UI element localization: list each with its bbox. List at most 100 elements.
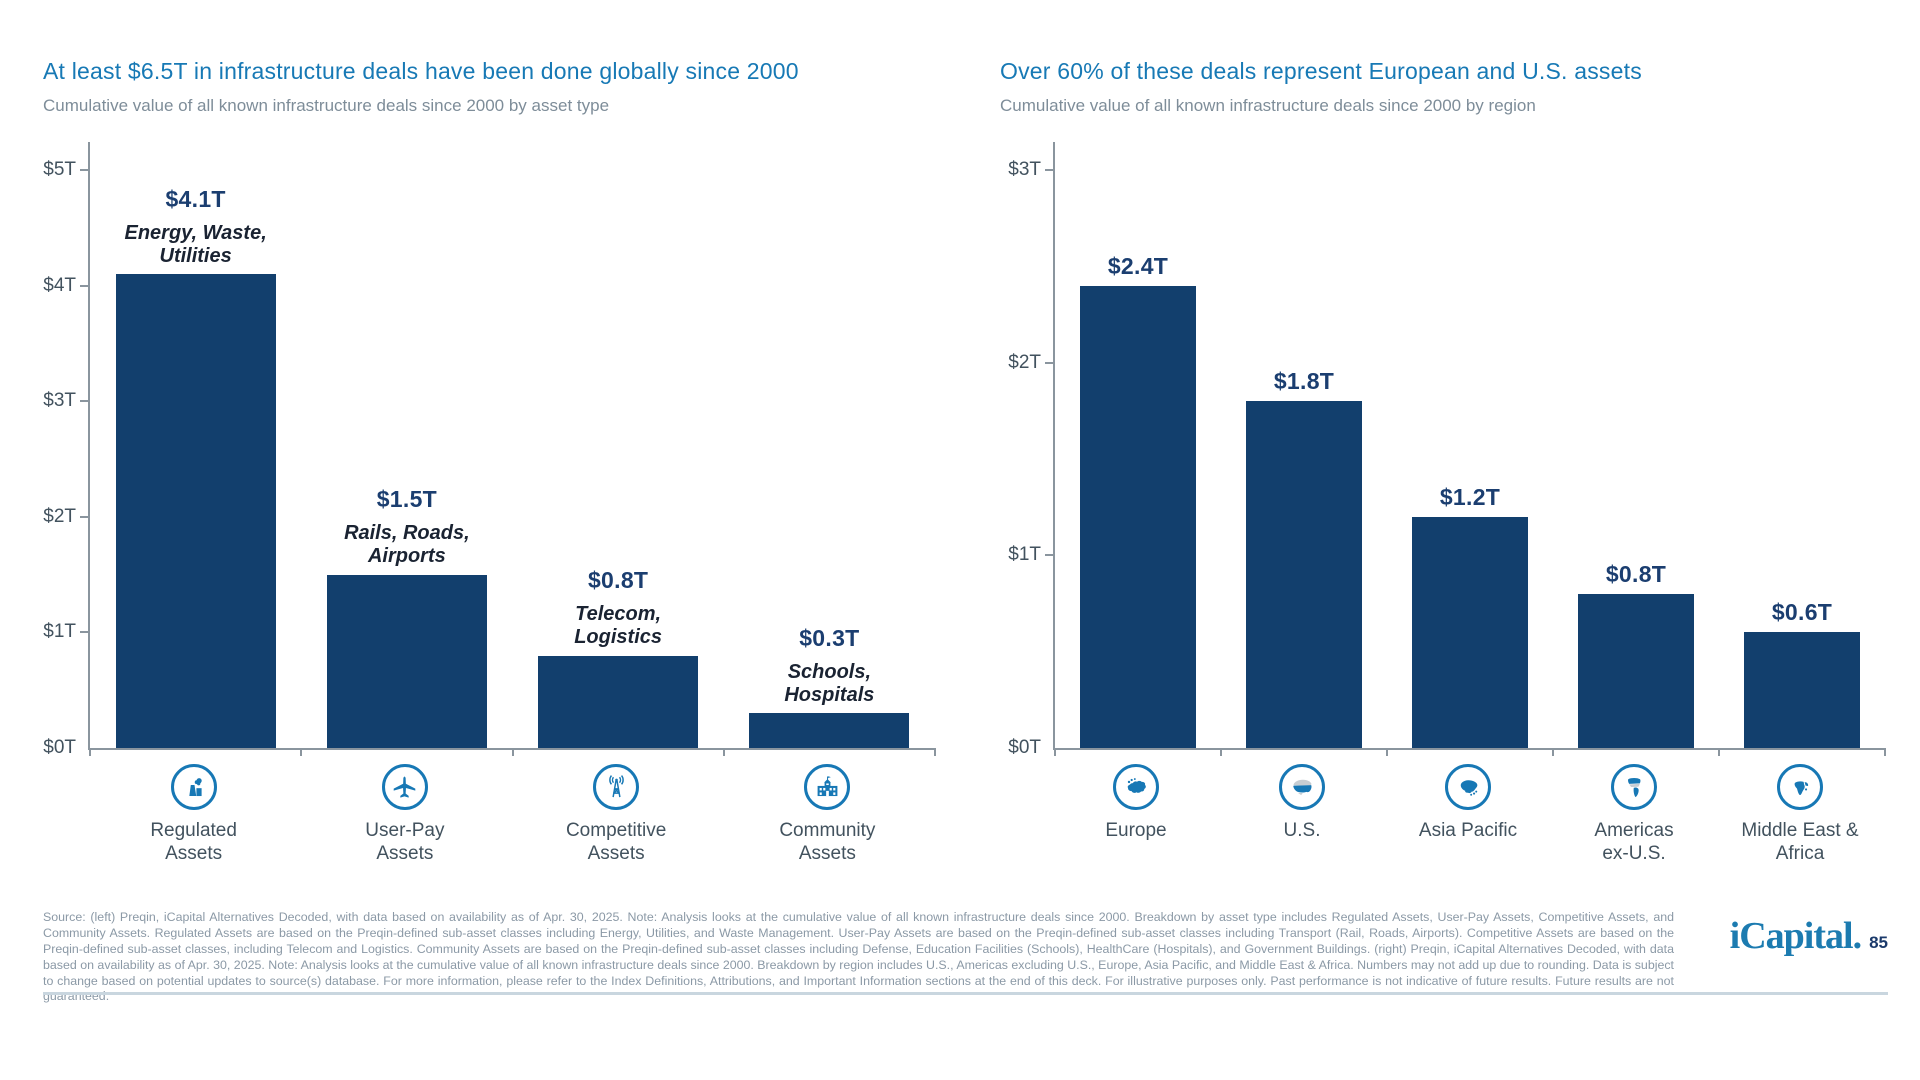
bar-label-asia-pacific: $1.2T <box>1360 484 1580 511</box>
x-tick-mark <box>1386 748 1388 756</box>
bar-label-u-s: $1.8T <box>1194 368 1414 395</box>
left-chart-title: At least $6.5T in infrastructure deals h… <box>43 58 799 84</box>
category-label-line: Assets <box>587 843 645 865</box>
footer-divider <box>43 992 1888 995</box>
middle-east-africa-map-icon <box>1777 764 1823 810</box>
category-asia-pacific: Asia Pacific <box>1385 764 1551 865</box>
power-plant-icon <box>170 764 217 810</box>
category-label-line: User-Pay <box>365 820 445 841</box>
page-number: 85 <box>1869 933 1888 952</box>
category-label-line: Regulated <box>150 820 237 841</box>
asset-type-bar-chart: $5T $4T $3T $2T $1T $0T $4.1T Energy, Waste, Uti… <box>43 142 936 865</box>
y-axis-line <box>88 142 90 170</box>
bar-label-middle-east-africa: $0.6T <box>1692 599 1912 626</box>
x-tick-mark <box>300 748 303 756</box>
bar-value-label: $0.6T <box>1771 599 1833 626</box>
category-label: U.S. <box>1284 819 1321 842</box>
left-chart-subtitle: Cumulative value of all known infrastruc… <box>43 96 610 115</box>
x-tick-mark <box>89 748 91 756</box>
y-tick-label: $1T <box>43 621 76 643</box>
x-tick-mark <box>934 748 936 756</box>
x-tick-mark <box>1718 748 1720 756</box>
category-axis: Regulated Assets User-Pay Assets Competitive… <box>88 764 933 865</box>
x-tick-mark <box>1054 748 1056 756</box>
bar-value-label: $1.8T <box>1273 368 1335 395</box>
category-label-line: ex-U.S. <box>1602 843 1666 865</box>
bar-description-line: Rails, Roads, <box>344 522 470 545</box>
bar-value-label: $1.2T <box>1439 483 1501 510</box>
region-bar-chart: $3T $2T $1T $0T $2.4T $1.8T $1.2T $0.8T $0.6T Eur… <box>1008 142 1886 865</box>
y-tick-label: $3T <box>1008 159 1041 180</box>
category-community-assets: Community Assets <box>722 764 933 865</box>
bar-value-label: $4.1T <box>165 185 226 212</box>
bar-description: Schools, Hospitals <box>719 661 939 707</box>
right-chart-header: Over 60% of these deals represent Europe… <box>1000 58 1895 116</box>
bar-value-label: $0.3T <box>799 624 860 651</box>
bar-label-americas-ex-u-s: $0.8T <box>1526 561 1746 588</box>
category-label-line: Assets <box>376 843 434 865</box>
bar-label-user-pay-assets: $1.5T Rails, Roads, Airports <box>297 486 517 568</box>
bar-description-line: Hospitals <box>784 684 875 707</box>
footer: Source: (left) Preqin, iCapital Alternat… <box>43 910 1888 1005</box>
bar-label-community-assets: $0.3T Schools, Hospitals <box>719 625 939 707</box>
category-label: Regulated Assets <box>150 819 237 865</box>
icapital-logo-text: iCapital. <box>1729 915 1862 957</box>
bar-middle-east-africa <box>1744 632 1860 748</box>
bar-competitive-assets <box>538 655 699 748</box>
bar-europe <box>1080 285 1196 748</box>
bar-description-line: Airports <box>367 545 446 568</box>
disclosure-text: Source: (left) Preqin, iCapital Alternat… <box>43 910 1674 1004</box>
category-label: Middle East & Africa <box>1741 819 1858 865</box>
europe-map-icon <box>1113 764 1159 810</box>
y-tick-mark <box>80 515 88 518</box>
category-label-line: Asia Pacific <box>1418 820 1518 841</box>
category-label-line: Africa <box>1775 843 1825 865</box>
bar-description-line: Energy, Waste, <box>124 221 267 244</box>
y-axis-line <box>1053 142 1055 170</box>
category-label-line: Competitive <box>565 820 667 841</box>
category-label: Community Assets <box>779 819 875 865</box>
x-tick-mark <box>1884 748 1886 756</box>
x-tick-mark <box>1220 748 1222 756</box>
category-americas-ex-u-s: Americas ex-U.S. <box>1551 764 1717 865</box>
y-tick-label: $3T <box>43 390 76 412</box>
bar-label-europe: $2.4T <box>1028 253 1248 280</box>
category-label-line: U.S. <box>1283 820 1321 841</box>
category-label: User-Pay Assets <box>365 819 444 865</box>
bar-value-label: $0.8T <box>1605 560 1667 587</box>
bar-asia-pacific <box>1412 516 1528 748</box>
category-label-line: Americas <box>1594 820 1674 841</box>
y-tick-mark <box>80 284 88 287</box>
bar-user-pay-assets <box>326 574 487 748</box>
bar-description-line: Telecom, <box>575 603 662 626</box>
left-chart-header: At least $6.5T in infrastructure deals h… <box>43 58 948 116</box>
y-tick-label: $1T <box>1008 544 1041 566</box>
bar-americas-ex-u-s <box>1578 593 1694 748</box>
y-tick-label: $4T <box>43 274 76 296</box>
airplane-icon <box>381 764 428 810</box>
x-tick-mark <box>1552 748 1554 756</box>
logo-period: . <box>1852 915 1862 957</box>
y-tick-label: $0T <box>43 737 76 758</box>
bar-description: Rails, Roads, Airports <box>297 522 517 568</box>
category-label: Competitive Assets <box>566 819 666 865</box>
y-tick-mark <box>80 169 88 171</box>
category-regulated-assets: Regulated Assets <box>88 764 299 865</box>
bar-value-label: $2.4T <box>1107 252 1169 279</box>
category-u-s: U.S. <box>1219 764 1385 865</box>
bar-label-regulated-assets: $4.1T Energy, Waste, Utilities <box>86 186 306 268</box>
category-label: Asia Pacific <box>1419 819 1517 842</box>
category-label-line: Europe <box>1105 820 1167 841</box>
category-middle-east-africa: Middle East & Africa <box>1717 764 1883 865</box>
bar-community-assets <box>749 713 910 748</box>
y-tick-mark <box>1045 554 1053 557</box>
x-tick-mark <box>511 748 514 756</box>
category-europe: Europe <box>1053 764 1219 865</box>
category-label: Americas ex-U.S. <box>1594 819 1673 865</box>
y-tick-label: $5T <box>43 159 76 180</box>
americas-map-icon <box>1611 764 1657 810</box>
bar-u-s <box>1246 401 1362 748</box>
bar-description: Telecom, Logistics <box>508 603 728 649</box>
y-tick-mark <box>1045 169 1053 171</box>
right-chart-subtitle: Cumulative value of all known infrastruc… <box>1000 96 1536 115</box>
